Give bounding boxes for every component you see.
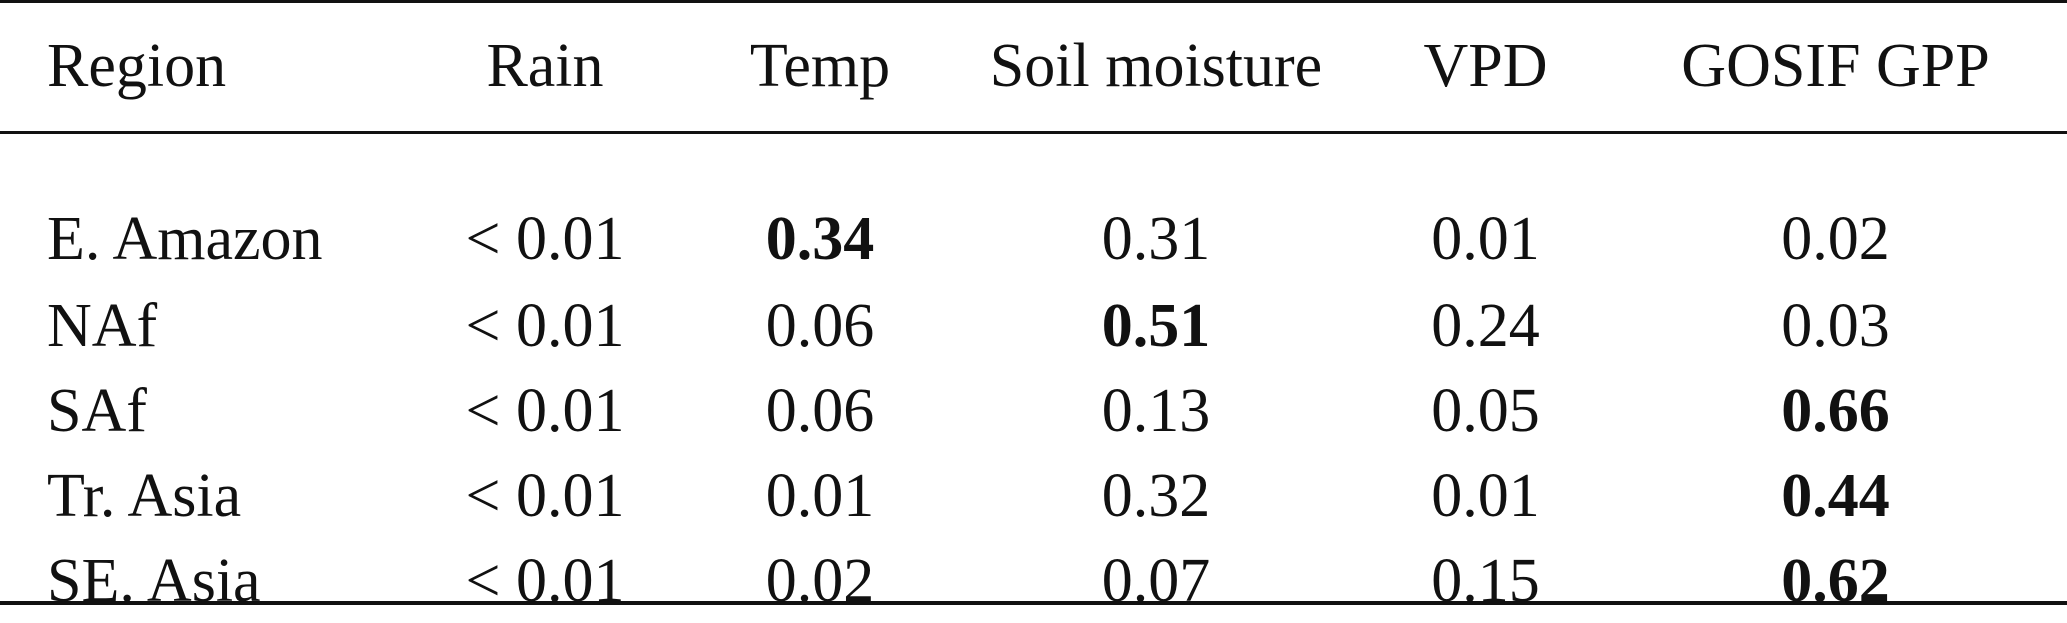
cell-temp: 0.01	[765, 461, 875, 530]
cell-soil-moisture: 0.32	[1101, 461, 1211, 530]
header-vpd: VPD	[1423, 31, 1548, 100]
table-row: SAf < 0.01 0.06 0.13 0.05 0.66	[0, 368, 2067, 453]
cell-region: SE. Asia	[47, 546, 261, 615]
table-row: SE. Asia < 0.01 0.02 0.07 0.15 0.62	[0, 538, 2067, 623]
cell-gosif-gpp: 0.66	[1781, 376, 1890, 445]
cell-region: NAf	[47, 291, 158, 360]
cell-temp: 0.06	[765, 376, 875, 445]
cell-vpd: 0.15	[1431, 546, 1540, 615]
cell-rain: < 0.01	[465, 205, 625, 273]
cell-region: Tr. Asia	[47, 461, 242, 530]
header-region: Region	[47, 31, 227, 100]
cell-gosif-gpp: 0.03	[1781, 291, 1890, 360]
cell-soil-moisture: 0.07	[1101, 546, 1211, 615]
cell-rain: < 0.01	[465, 376, 625, 445]
table-body: E. Amazon < 0.01 0.34 0.31 0.01 0.02 NAf…	[0, 131, 2067, 623]
table-row: E. Amazon < 0.01 0.34 0.31 0.01 0.02	[0, 131, 2067, 283]
cell-vpd: 0.05	[1431, 376, 1540, 445]
header-row: Region Rain Temp Soil moisture VPD GOSIF…	[0, 0, 2067, 131]
header-temp: Temp	[749, 31, 891, 100]
cell-gosif-gpp: 0.02	[1781, 205, 1890, 273]
top-rule	[0, 0, 2067, 3]
table-row: Tr. Asia < 0.01 0.01 0.32 0.01 0.44	[0, 453, 2067, 538]
cell-rain: < 0.01	[465, 461, 625, 530]
bottom-rule	[0, 601, 2067, 605]
cell-region: E. Amazon	[47, 205, 323, 273]
cell-soil-moisture: 0.31	[1101, 205, 1211, 273]
cell-gosif-gpp: 0.62	[1781, 546, 1890, 615]
header-rain: Rain	[486, 31, 604, 100]
cell-soil-moisture: 0.13	[1101, 376, 1211, 445]
header-soil-moisture: Soil moisture	[989, 31, 1323, 100]
cell-vpd: 0.24	[1431, 291, 1540, 360]
cell-temp: 0.34	[765, 205, 875, 273]
cell-vpd: 0.01	[1431, 461, 1540, 530]
cell-gosif-gpp: 0.44	[1781, 461, 1890, 530]
header-rule	[0, 131, 2067, 134]
header-gosif-gpp: GOSIF GPP	[1681, 31, 1990, 100]
cell-vpd: 0.01	[1431, 205, 1540, 273]
table-header: Region Rain Temp Soil moisture VPD GOSIF…	[0, 0, 2067, 131]
cell-rain: < 0.01	[465, 546, 625, 615]
cell-region: SAf	[47, 376, 147, 445]
cell-rain: < 0.01	[465, 291, 625, 360]
cell-soil-moisture: 0.51	[1101, 291, 1211, 360]
cell-temp: 0.02	[765, 546, 875, 615]
cell-temp: 0.06	[765, 291, 875, 360]
table-row: NAf < 0.01 0.06 0.51 0.24 0.03	[0, 283, 2067, 368]
